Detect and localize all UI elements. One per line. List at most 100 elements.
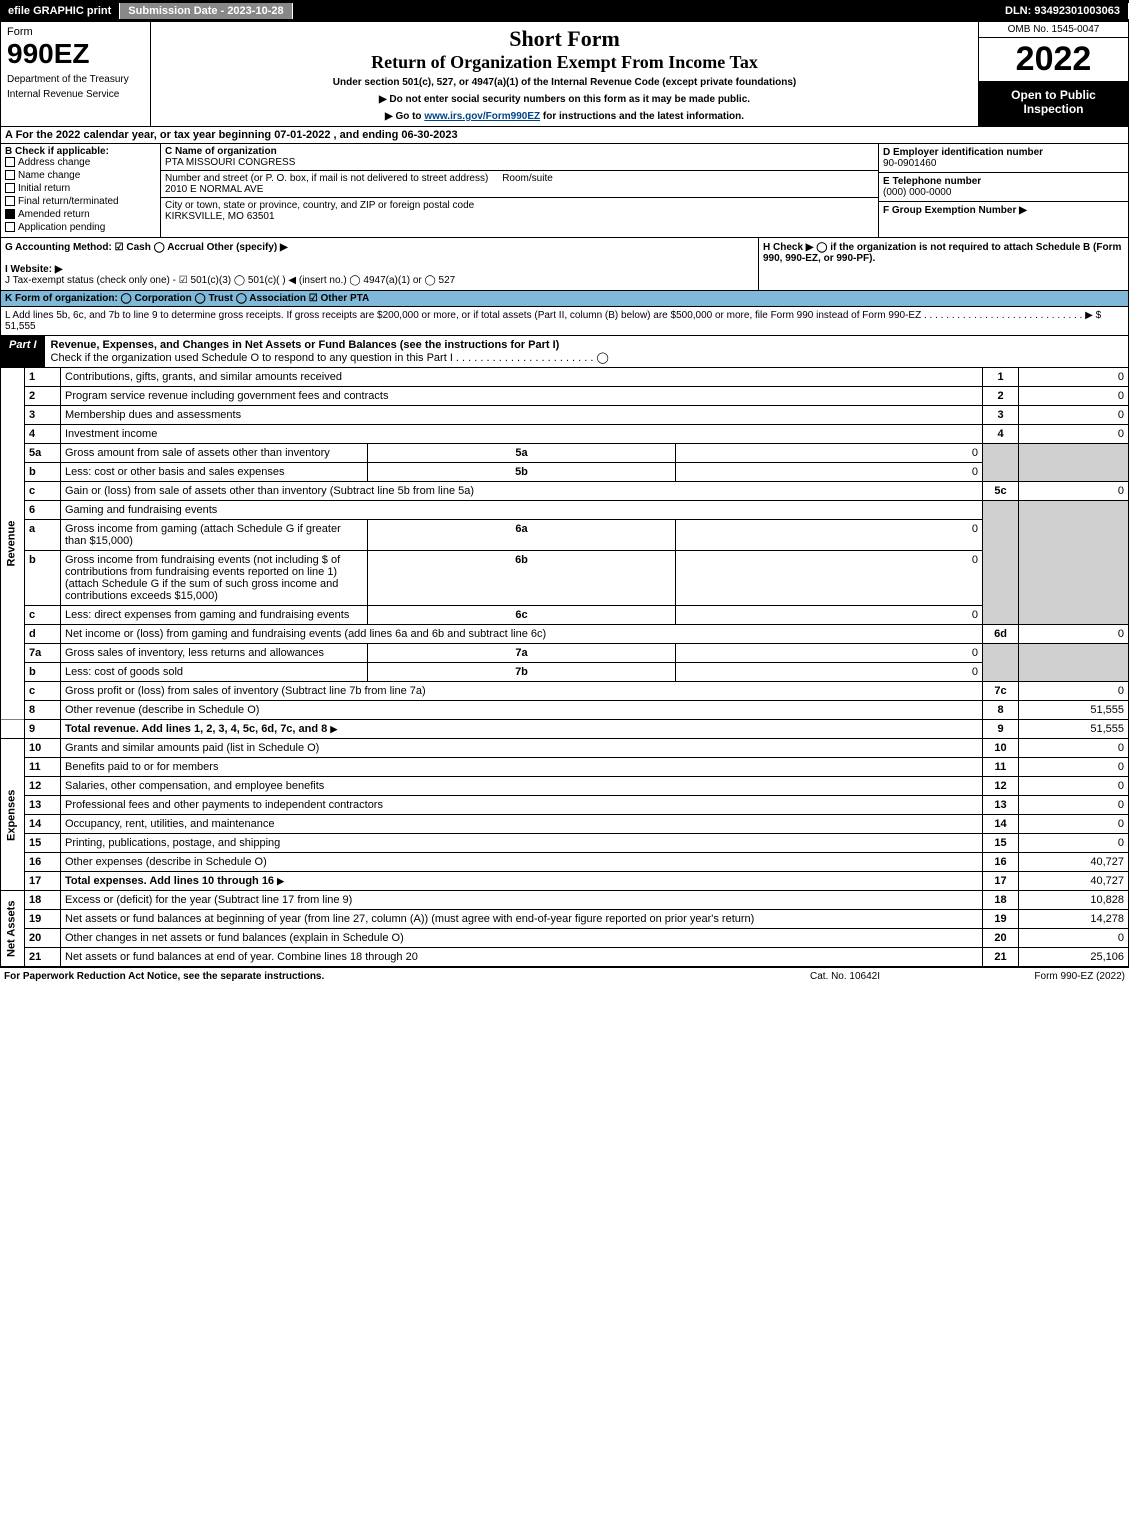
row7a-sublab: 7a [368, 644, 675, 663]
part1-bar: Part I Revenue, Expenses, and Changes in… [0, 336, 1129, 368]
row8-ref: 8 [983, 701, 1019, 720]
row6c-subval: 0 [675, 606, 982, 625]
row6c-sublab: 6c [368, 606, 675, 625]
dln-label: DLN: 93492301003063 [997, 3, 1129, 19]
row6d-ref: 6d [983, 625, 1019, 644]
row5b-sublab: 5b [368, 463, 675, 482]
row6c-no: c [25, 606, 61, 625]
sidebar-revenue: Revenue [1, 368, 25, 720]
chk-amended-label: Amended return [18, 209, 90, 220]
line-l: L Add lines 5b, 6c, and 7b to line 9 to … [0, 307, 1129, 336]
row9-val: 51,555 [1019, 720, 1129, 739]
irs-link[interactable]: www.irs.gov/Form990EZ [424, 111, 540, 122]
row5c-val: 0 [1019, 482, 1129, 501]
form-number: 990EZ [7, 38, 144, 70]
row9-desc: Total revenue. Add lines 1, 2, 3, 4, 5c,… [61, 720, 983, 739]
row17-ref: 17 [983, 872, 1019, 891]
row14-val: 0 [1019, 815, 1129, 834]
row11-ref: 11 [983, 758, 1019, 777]
row21-ref: 21 [983, 948, 1019, 967]
footer-center: Cat. No. 10642I [745, 971, 945, 982]
row21-no: 21 [25, 948, 61, 967]
row11-no: 11 [25, 758, 61, 777]
row16-no: 16 [25, 853, 61, 872]
part1-label: Part I [1, 336, 45, 367]
part1-check: Check if the organization used Schedule … [51, 352, 609, 364]
efile-label[interactable]: efile GRAPHIC print [0, 3, 120, 19]
row6b-no: b [25, 551, 61, 606]
row6a-sublab: 6a [368, 520, 675, 551]
row7b-no: b [25, 663, 61, 682]
row9-ref: 9 [983, 720, 1019, 739]
col-d: D Employer identification number 90-0901… [878, 144, 1128, 237]
row7c-desc: Gross profit or (loss) from sales of inv… [61, 682, 983, 701]
row18-val: 10,828 [1019, 891, 1129, 910]
row6abc-greyval [1019, 501, 1129, 625]
chk-final[interactable]: Final return/terminated [5, 196, 156, 207]
chk-initial-label: Initial return [18, 183, 70, 194]
top-bar: efile GRAPHIC print Submission Date - 20… [0, 0, 1129, 22]
chk-pending-label: Application pending [18, 222, 105, 233]
row-bcd: B Check if applicable: Address change Na… [0, 144, 1129, 238]
row12-val: 0 [1019, 777, 1129, 796]
row16-desc: Other expenses (describe in Schedule O) [61, 853, 983, 872]
row7a-subval: 0 [675, 644, 982, 663]
row6c-desc: Less: direct expenses from gaming and fu… [61, 606, 368, 625]
row21-val: 25,106 [1019, 948, 1129, 967]
row5c-desc: Gain or (loss) from sale of assets other… [61, 482, 983, 501]
row17-no: 17 [25, 872, 61, 891]
tel-label: E Telephone number [883, 176, 981, 187]
row1-val: 0 [1019, 368, 1129, 387]
row6-desc: Gaming and fundraising events [61, 501, 983, 520]
row2-ref: 2 [983, 387, 1019, 406]
row20-desc: Other changes in net assets or fund bala… [61, 929, 983, 948]
col-c: C Name of organization PTA MISSOURI CONG… [161, 144, 878, 237]
title-short-form: Short Form [155, 26, 974, 52]
sidebar-revenue-cap [1, 720, 25, 739]
street-value: 2010 E NORMAL AVE [165, 184, 263, 195]
row7b-desc: Less: cost of goods sold [61, 663, 368, 682]
ein-block: D Employer identification number 90-0901… [879, 144, 1128, 173]
row6abc-grey [983, 501, 1019, 625]
chk-name[interactable]: Name change [5, 170, 156, 181]
row1-ref: 1 [983, 368, 1019, 387]
tel-value: (000) 000-0000 [883, 187, 951, 198]
chk-name-label: Name change [18, 170, 80, 181]
row6b-sublab: 6b [368, 551, 675, 606]
chk-amended[interactable]: Amended return [5, 209, 156, 220]
row5c-ref: 5c [983, 482, 1019, 501]
chk-final-label: Final return/terminated [18, 196, 119, 207]
row3-val: 0 [1019, 406, 1129, 425]
row6d-desc: Net income or (loss) from gaming and fun… [61, 625, 983, 644]
footer-right: Form 990-EZ (2022) [945, 971, 1125, 982]
form-table: Revenue 1 Contributions, gifts, grants, … [0, 368, 1129, 967]
row6b-desc: Gross income from fundraising events (no… [61, 551, 368, 606]
subtitle-section: Under section 501(c), 527, or 4947(a)(1)… [155, 77, 974, 88]
row18-desc: Excess or (deficit) for the year (Subtra… [61, 891, 983, 910]
chk-pending[interactable]: Application pending [5, 222, 156, 233]
street-label: Number and street (or P. O. box, if mail… [165, 173, 488, 184]
row7c-ref: 7c [983, 682, 1019, 701]
row6a-desc: Gross income from gaming (attach Schedul… [61, 520, 368, 551]
row12-ref: 12 [983, 777, 1019, 796]
row19-desc: Net assets or fund balances at beginning… [61, 910, 983, 929]
row3-no: 3 [25, 406, 61, 425]
row19-ref: 19 [983, 910, 1019, 929]
part1-title: Revenue, Expenses, and Changes in Net As… [45, 336, 1128, 367]
row7a-no: 7a [25, 644, 61, 663]
chk-initial[interactable]: Initial return [5, 183, 156, 194]
line-j: J Tax-exempt status (check only one) - ☑… [5, 275, 754, 286]
row12-desc: Salaries, other compensation, and employ… [61, 777, 983, 796]
row21-desc: Net assets or fund balances at end of ye… [61, 948, 983, 967]
chk-address-label: Address change [18, 157, 90, 168]
sidebar-expenses: Expenses [1, 739, 25, 891]
row8-desc: Other revenue (describe in Schedule O) [61, 701, 983, 720]
row5b-desc: Less: cost or other basis and sales expe… [61, 463, 368, 482]
row2-val: 0 [1019, 387, 1129, 406]
chk-address[interactable]: Address change [5, 157, 156, 168]
title-return: Return of Organization Exempt From Incom… [155, 52, 974, 73]
note-goto-post: for instructions and the latest informat… [540, 111, 744, 122]
row6-no: 6 [25, 501, 61, 520]
form-header: Form 990EZ Department of the Treasury In… [0, 22, 1129, 127]
dept-irs: Internal Revenue Service [7, 89, 144, 100]
